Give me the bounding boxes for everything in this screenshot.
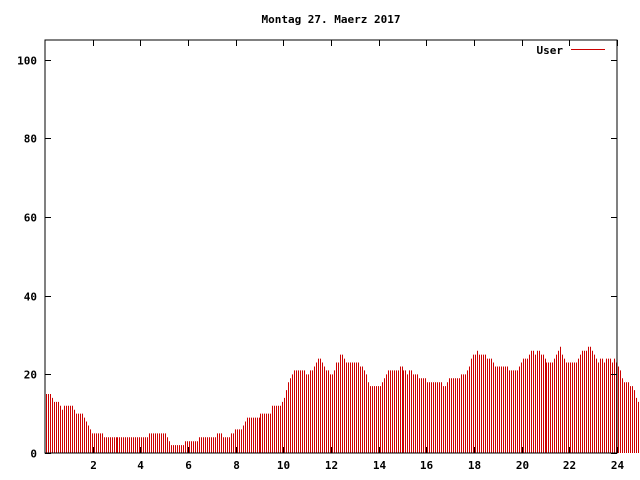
legend-label: User [537,44,564,57]
x-tick-label: 4 [137,459,144,472]
x-tick-label: 22 [563,459,576,472]
y-tick-label: 20 [24,369,37,382]
x-tick-label: 2 [90,459,97,472]
bars-group [46,346,639,453]
x-tick-label: 20 [516,459,529,472]
x-tick-label: 6 [185,459,192,472]
y-tick-label: 80 [24,133,37,146]
y-tick-label: 0 [30,448,37,461]
y-tick-label: 100 [17,55,37,68]
x-tick-label: 16 [420,459,434,472]
y-tick-label: 60 [24,212,37,225]
x-tick-label: 8 [233,459,240,472]
x-tick-label: 14 [373,459,387,472]
x-tick-label: 18 [468,459,481,472]
x-tick-label: 24 [611,459,625,472]
chart-title: Montag 27. Maerz 2017 [261,13,400,26]
plot-frame [44,39,618,454]
x-tick-label: 10 [277,459,290,472]
y-tick-label: 40 [24,291,37,304]
x-tick-label: 12 [325,459,338,472]
